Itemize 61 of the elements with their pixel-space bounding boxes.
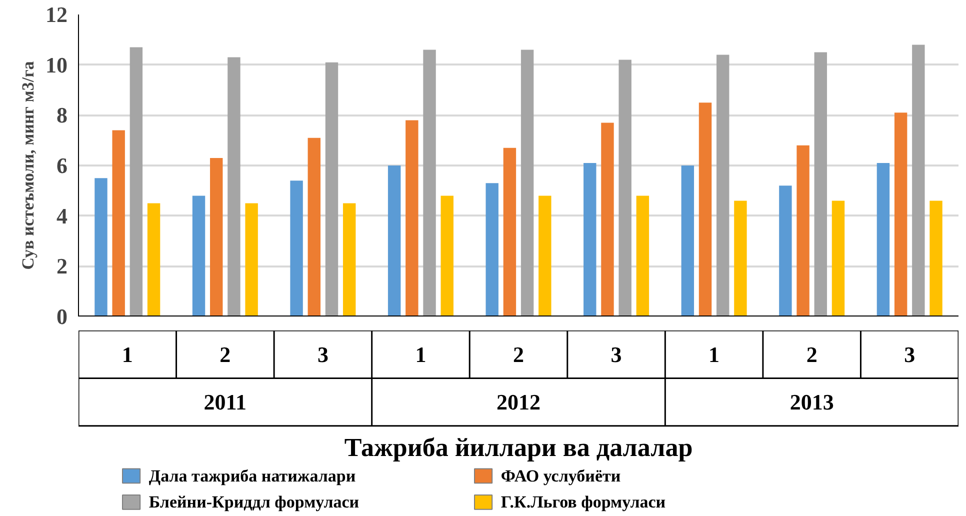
bar: [228, 57, 240, 316]
y-tick-label: 10: [46, 52, 68, 78]
x-axis-title: Тажриба йиллари ва далалар: [344, 432, 693, 462]
legend-label: Блейни-Криддл формуласи: [148, 492, 360, 512]
bar: [290, 180, 303, 316]
bar: [601, 122, 614, 316]
x-tick-label: 1: [122, 342, 133, 367]
bar: [814, 52, 827, 316]
bar: [192, 196, 206, 316]
bar: [388, 166, 401, 316]
x-tick-label: 3: [610, 342, 622, 367]
bar: [636, 196, 650, 316]
bar: [112, 130, 125, 316]
x-tick-label: 1: [708, 342, 720, 367]
bar: [894, 112, 908, 316]
text: 2013: [790, 390, 834, 415]
bar: [681, 166, 694, 316]
bar: [734, 200, 747, 316]
bar: [796, 145, 810, 316]
legend-label: ФАО услубиёти: [500, 466, 621, 486]
bar: [930, 200, 942, 316]
bar: [325, 62, 338, 316]
x-tick-label: 2: [220, 342, 231, 367]
bar: [698, 102, 712, 316]
y-tick-label: 0: [56, 304, 68, 329]
legend-label: Дала тажриба натижалари: [148, 466, 356, 486]
bar: [618, 60, 632, 316]
bar: [94, 178, 108, 316]
bar: [342, 203, 356, 316]
bar: [503, 148, 516, 316]
y-axis-title: Сув истеъмоли, минг м3/га: [18, 60, 38, 270]
bar: [876, 162, 890, 316]
x-tick-label: 3: [904, 342, 916, 367]
y-tick-label: 8: [56, 102, 68, 128]
bar: [538, 196, 552, 316]
bar: [832, 200, 845, 316]
bar: [584, 162, 596, 316]
y-tick-label: 6: [56, 153, 68, 178]
bar: [147, 203, 160, 316]
bar: [210, 158, 223, 316]
bar: [130, 47, 143, 316]
y-tick-label: 2: [56, 254, 68, 279]
x-tick-label: 1: [415, 342, 426, 367]
y-tick-label: 12: [46, 2, 68, 27]
bar: [716, 54, 730, 316]
bar: [779, 186, 792, 316]
y-tick-label: 4: [56, 203, 68, 228]
text: 2011: [204, 390, 247, 415]
x-tick-label: 3: [317, 342, 328, 367]
bar: [406, 120, 418, 316]
text: 2012: [496, 390, 540, 415]
bar: [308, 138, 320, 316]
bar: [912, 44, 925, 316]
x-tick-label: 2: [513, 342, 524, 367]
bar: [440, 196, 454, 316]
x-tick-label: 2: [806, 342, 818, 367]
bar: [520, 50, 534, 316]
bar: [423, 50, 436, 316]
bar: [486, 183, 498, 316]
bar: [245, 203, 258, 316]
legend-label: Г.К.Льгов формуласи: [500, 492, 666, 512]
